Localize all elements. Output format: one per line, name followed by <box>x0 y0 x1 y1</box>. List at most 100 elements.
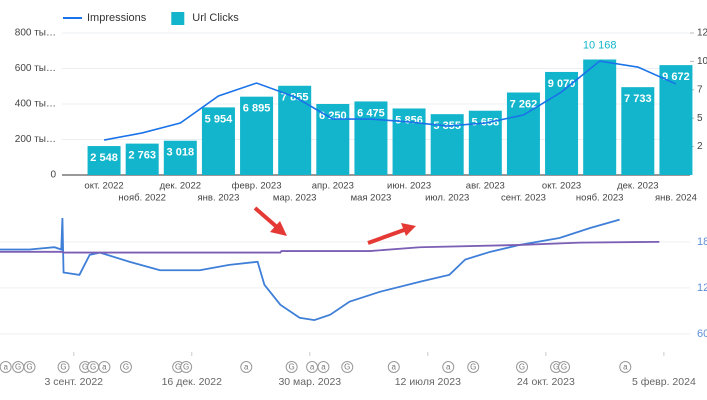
annotation-marker <box>180 361 193 373</box>
annotation-label: a <box>3 363 8 372</box>
bar <box>316 104 350 175</box>
annotation-label: G <box>175 363 181 372</box>
annotation-marker <box>285 361 298 373</box>
annotation-label: a <box>392 363 397 372</box>
x-tick-label: апр. 2023 <box>312 181 354 192</box>
bar <box>354 101 388 175</box>
y-tick-label: 180 <box>697 236 707 248</box>
annotation-label: G <box>344 363 350 372</box>
arrow-head <box>401 223 416 236</box>
bar-label: 6 475 <box>357 107 385 119</box>
bar-label: 2 548 <box>90 152 118 164</box>
bar <box>201 107 235 175</box>
annotation-marker <box>98 361 111 373</box>
bar <box>392 108 426 175</box>
annotation-marker <box>558 361 571 373</box>
x-tick-label: 30 мар. 2023 <box>278 376 341 388</box>
x-tick-label: авг. 2023 <box>466 181 505 192</box>
annotation-marker <box>619 361 632 373</box>
bar <box>506 92 540 175</box>
annotation-label: G <box>26 363 32 372</box>
bar <box>621 87 655 175</box>
annotation-label: G <box>15 363 21 372</box>
annotation-marker <box>467 361 480 373</box>
annotation-marker <box>23 361 36 373</box>
x-tick-label: мая 2023 <box>351 193 392 204</box>
x-tick-label: 16 дек. 2022 <box>162 376 223 388</box>
bar <box>87 146 121 175</box>
x-tick-label: янв. 2023 <box>198 193 240 204</box>
annotation-label: a <box>102 363 107 372</box>
bar <box>125 143 159 175</box>
x-tick-label: янв. 2024 <box>655 193 697 204</box>
annotation-label: G <box>60 363 66 372</box>
bar-label: 6 250 <box>319 110 347 122</box>
arrow <box>367 228 405 245</box>
annotation-marker <box>442 361 455 373</box>
x-tick-label: июл. 2023 <box>425 193 469 204</box>
y-tick-label: 400 ты… <box>15 99 56 110</box>
x-tick-label: нояб. 2022 <box>118 193 166 204</box>
y-tick-label: 60 <box>697 328 707 340</box>
annotation-label: a <box>446 363 451 372</box>
y2-tick-label: 7 <box>697 84 703 95</box>
y-tick-label: 0 <box>50 170 56 181</box>
annotation-label: G <box>519 363 525 372</box>
x-tick-label: 24 окт. 2023 <box>517 376 575 388</box>
bar-label: 10 168 <box>583 39 617 51</box>
annotation-marker <box>240 361 253 373</box>
bar-label: 3 018 <box>167 147 195 159</box>
annotation-marker <box>57 361 70 373</box>
annotation-label: G <box>289 363 295 372</box>
annotation-label: a <box>623 363 628 372</box>
x-tick-label: 3 сент. 2022 <box>45 376 104 388</box>
bar <box>163 140 197 175</box>
annotation-label: G <box>561 363 567 372</box>
annotation-label: G <box>183 363 189 372</box>
bar <box>545 71 579 175</box>
y-tick-label: 800 ты… <box>15 28 56 39</box>
bar <box>583 59 617 176</box>
x-tick-label: июн. 2023 <box>387 181 431 192</box>
legend-swatch <box>171 12 185 25</box>
legend-label: Impressions <box>87 12 147 24</box>
bar-label: 6 895 <box>243 103 271 115</box>
annotation-label: a <box>244 363 249 372</box>
arrow-head <box>270 221 287 236</box>
y-tick-label: 200 ты… <box>15 134 56 145</box>
annotation-marker <box>119 361 132 373</box>
annotation-marker <box>317 361 330 373</box>
bar-label: 5 856 <box>395 114 423 126</box>
x-tick-label: окт. 2023 <box>542 181 581 192</box>
annotation-marker <box>516 361 529 373</box>
y2-tick-label: 2 <box>697 141 703 152</box>
annotation-label: G <box>82 363 88 372</box>
annotation-label: a <box>310 363 315 372</box>
arrows <box>253 206 416 245</box>
bar-label: 5 954 <box>205 113 233 125</box>
annotation-label: G <box>123 363 129 372</box>
annotation-marker <box>387 361 400 373</box>
bar-label: 7 733 <box>624 93 652 105</box>
x-tick-label: 12 июля 2023 <box>395 376 461 388</box>
x-tick-label: дек. 2022 <box>160 181 201 192</box>
annotation-marker <box>0 361 12 373</box>
line <box>0 240 660 254</box>
bar <box>240 96 274 175</box>
x-tick-label: нояб. 2023 <box>576 193 624 204</box>
y2-tick-label: 10 <box>697 56 707 67</box>
legend-label: Url Clicks <box>192 12 239 24</box>
annotation-label: G <box>470 363 476 372</box>
bar-label: 7 262 <box>510 98 538 110</box>
y2-tick-label: 12 <box>697 28 707 39</box>
annotation-label: G <box>90 363 96 372</box>
annotation-label: a <box>321 363 326 372</box>
y-tick-label: 120 <box>697 282 707 294</box>
bar-label: 9 672 <box>662 71 690 83</box>
annotation-marker <box>341 361 354 373</box>
x-tick-label: февр. 2023 <box>232 181 282 192</box>
line <box>0 218 620 322</box>
bar <box>278 85 312 175</box>
